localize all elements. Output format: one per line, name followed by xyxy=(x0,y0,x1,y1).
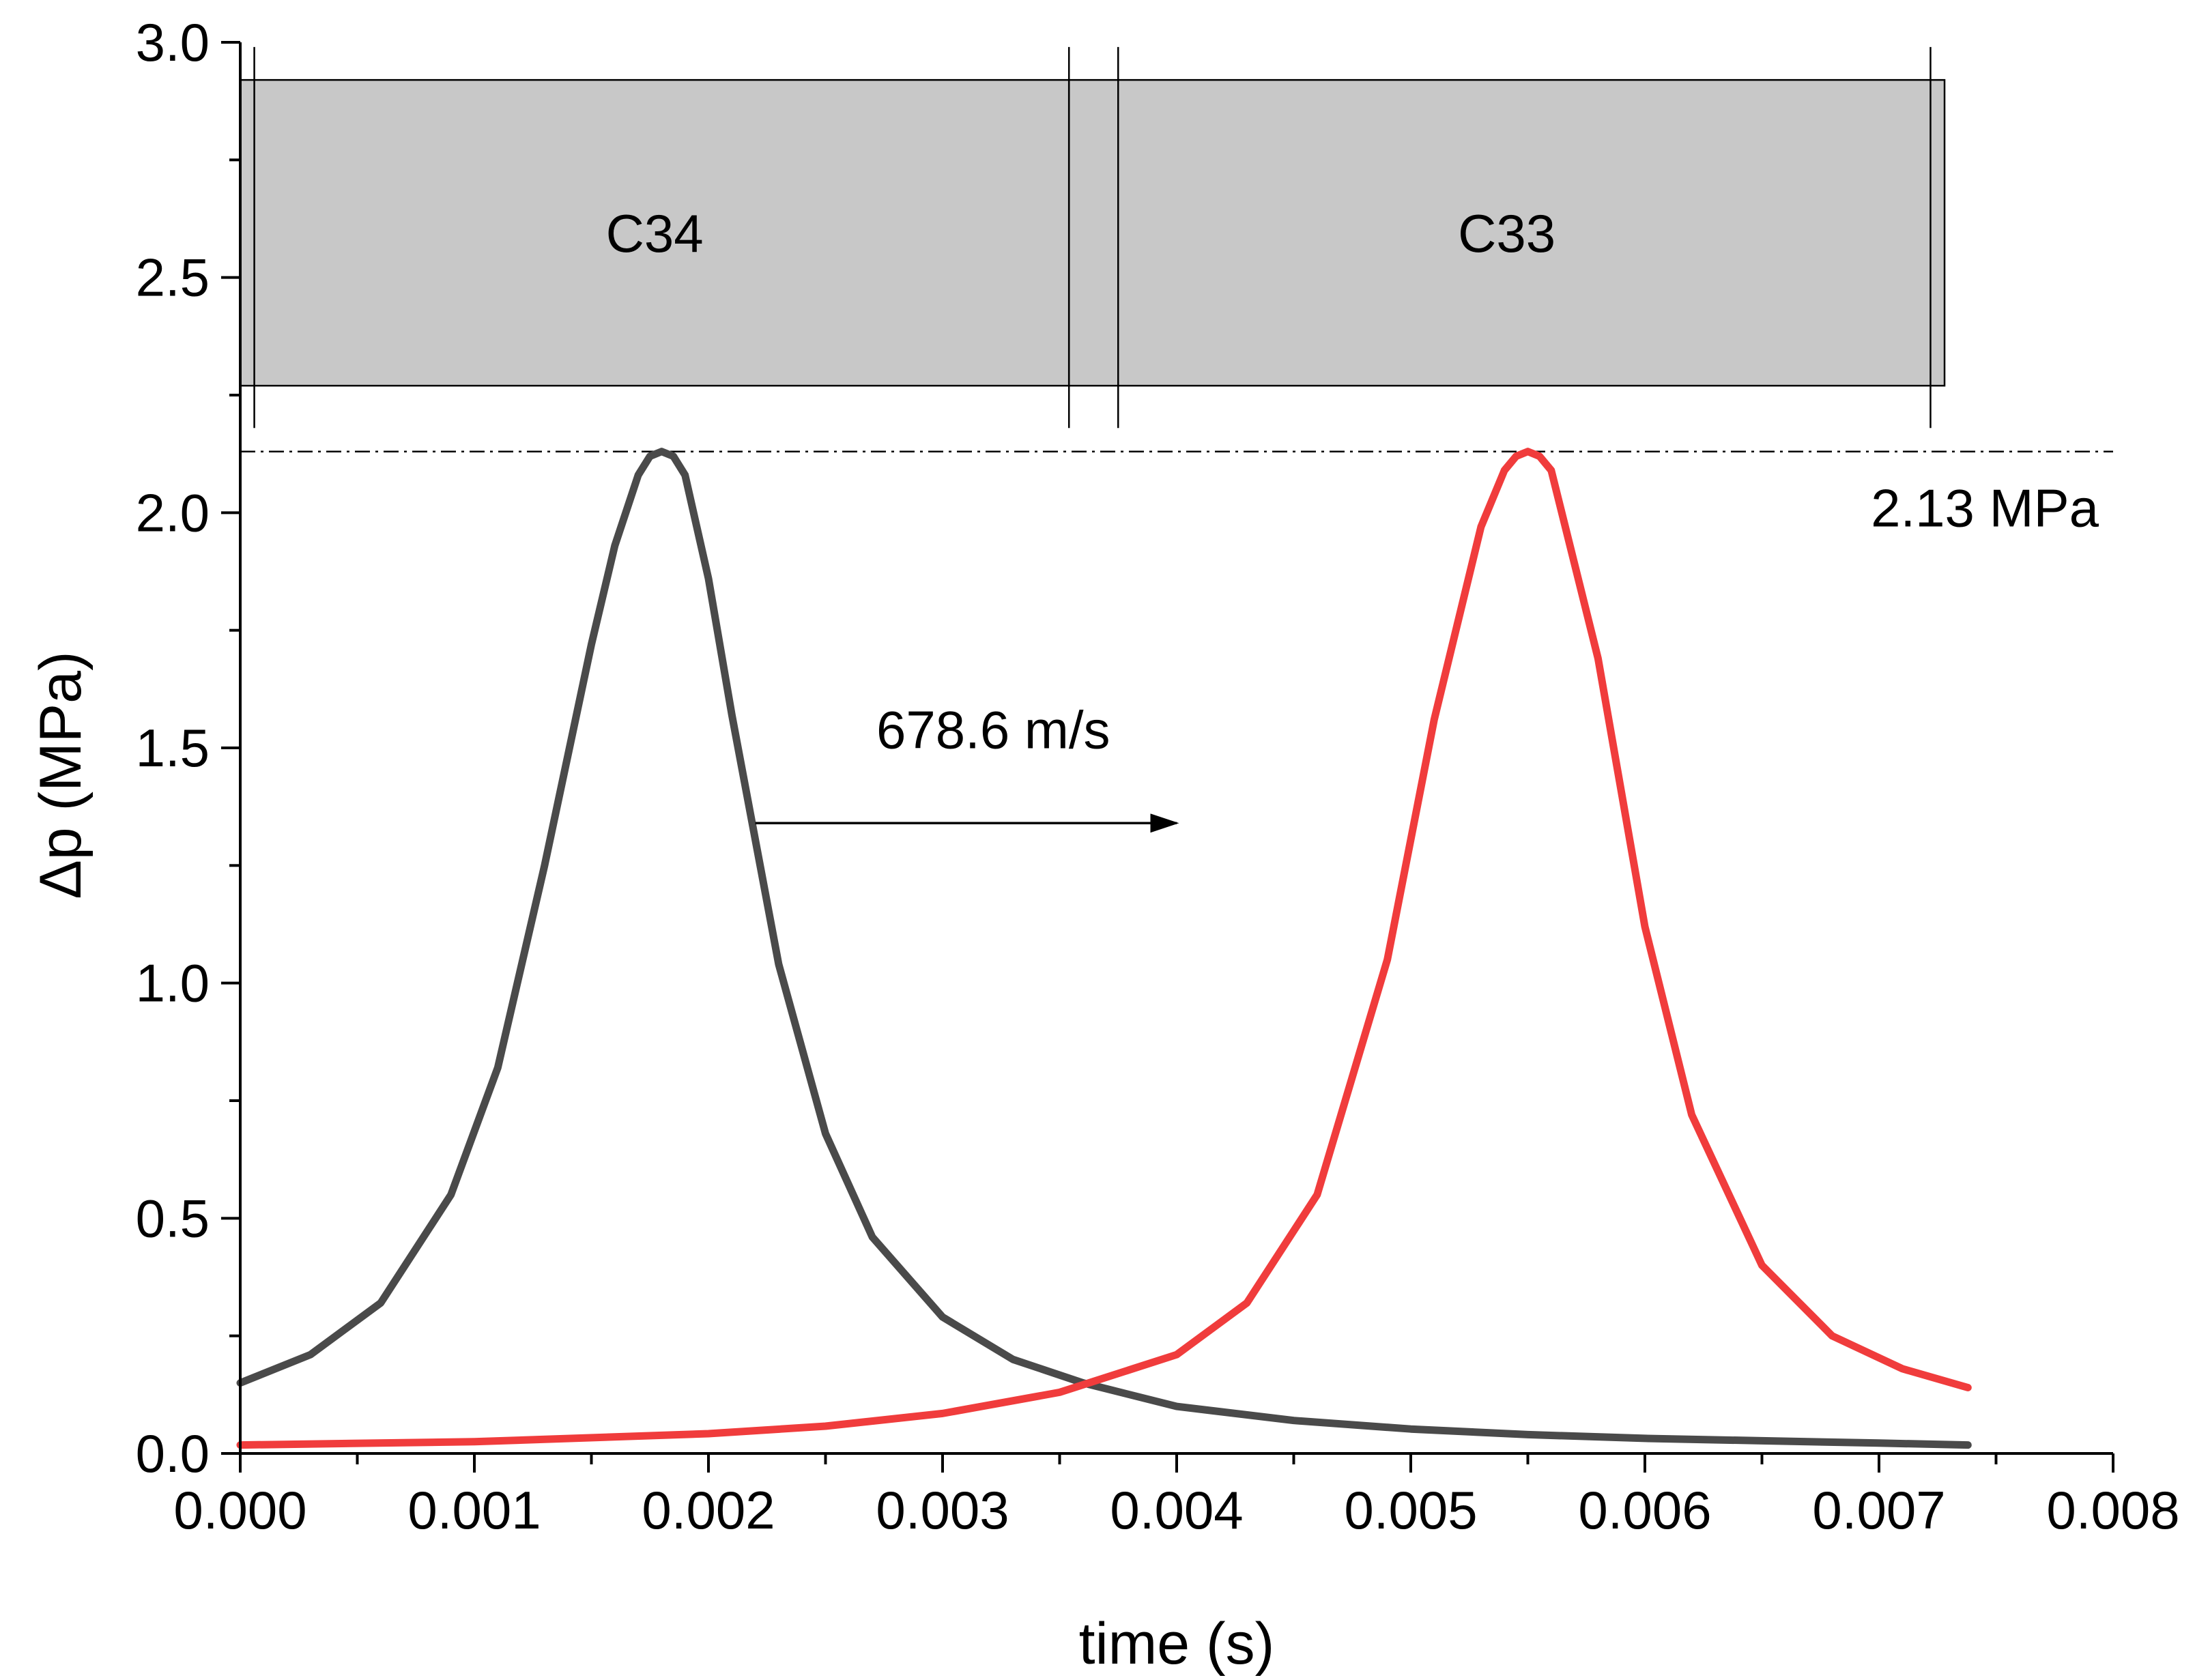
series-line-red xyxy=(236,448,1972,1449)
x-tick-label: 0.002 xyxy=(642,1480,775,1540)
y-tick-label: 0.5 xyxy=(136,1188,210,1248)
y-tick-label: 3.0 xyxy=(136,12,210,72)
y-axis-ticks: 0.0 0.5 1.0 1.5 2.0 2.5 3.0 xyxy=(136,12,240,1483)
x-tick-label: 0.003 xyxy=(876,1480,1009,1540)
series-line-dark xyxy=(236,448,1972,1449)
peak-pressure-label: 2.13 MPa xyxy=(1871,478,2099,538)
propagation-speed-label: 678.6 m/s xyxy=(876,699,1110,759)
container-label-c33: C33 xyxy=(1458,203,1555,263)
x-tick-label: 0.006 xyxy=(1578,1480,1711,1540)
x-tick-label: 0.007 xyxy=(1812,1480,1945,1540)
y-tick-label: 2.0 xyxy=(136,482,210,542)
x-axis-title: time (s) xyxy=(1079,1611,1275,1677)
container-bars: C34 C33 xyxy=(239,78,1946,387)
container-boundary-lines xyxy=(253,46,1932,429)
x-tick-label: 0.004 xyxy=(1110,1480,1243,1540)
x-tick-label: 0.005 xyxy=(1344,1480,1477,1540)
y-tick-label: 1.0 xyxy=(136,953,210,1013)
y-axis-title: Δp (MPa) xyxy=(28,651,94,899)
y-tick-label: 1.5 xyxy=(136,718,210,778)
container-bar-c34 xyxy=(239,78,1070,387)
container-bar-c33 xyxy=(1067,78,1946,387)
container-label-c34: C34 xyxy=(606,203,704,263)
x-tick-label: 0.000 xyxy=(173,1480,306,1540)
y-tick-label: 2.5 xyxy=(136,248,210,308)
x-tick-label: 0.008 xyxy=(2046,1480,2179,1540)
x-axis-ticks: 0.000 0.001 0.002 0.003 0.004 0.005 0.006 0.007… xyxy=(173,1453,2180,1540)
series-lines xyxy=(236,448,1972,1449)
y-tick-label: 0.0 xyxy=(136,1423,210,1483)
x-tick-label: 0.001 xyxy=(407,1480,541,1540)
